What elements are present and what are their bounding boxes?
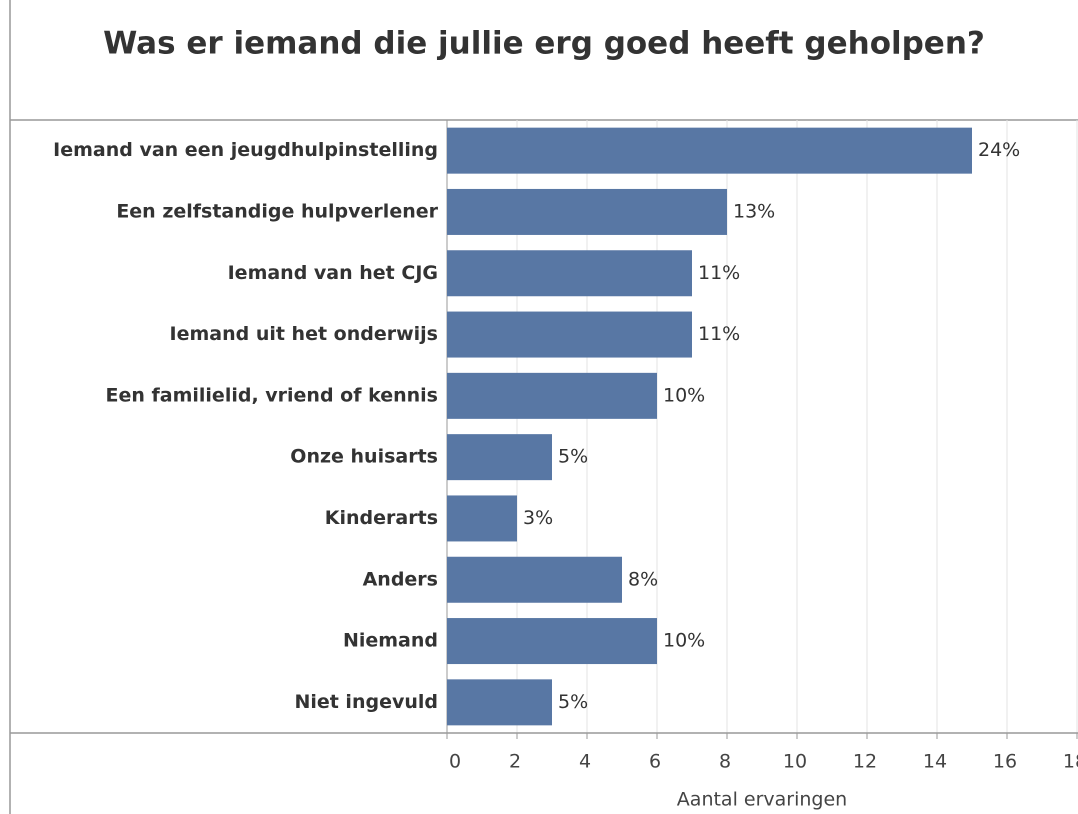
data-label: 11% — [698, 262, 740, 284]
bar — [447, 250, 692, 297]
y-tick-label: Kinderarts — [325, 507, 438, 529]
x-tick-label: 6 — [649, 751, 661, 773]
y-tick-label: Niemand — [343, 630, 438, 652]
x-axis-title: Aantal ervaringen — [677, 789, 847, 811]
bar — [447, 618, 657, 665]
bar — [447, 556, 622, 603]
bar — [447, 188, 727, 235]
y-tick-label: Een zelfstandige hulpverlener — [116, 200, 438, 222]
data-label: 5% — [558, 446, 588, 468]
bar — [447, 127, 972, 174]
data-label: 3% — [523, 507, 553, 529]
y-tick-label: Een familielid, vriend of kennis — [106, 384, 439, 406]
x-tick-label: 16 — [993, 751, 1017, 773]
bar — [447, 372, 657, 419]
x-tick-label: 14 — [923, 751, 947, 773]
x-tick-label: 12 — [853, 751, 877, 773]
x-tick-label: 10 — [783, 751, 807, 773]
y-tick-label: Onze huisarts — [290, 446, 438, 468]
y-tick-label: Anders — [363, 568, 438, 590]
data-label: 10% — [663, 630, 705, 652]
x-tick-label: 8 — [719, 751, 731, 773]
data-label: 13% — [733, 200, 775, 222]
data-label: 8% — [628, 568, 658, 590]
data-label: 10% — [663, 384, 705, 406]
data-label: 5% — [558, 691, 588, 713]
data-label: 11% — [698, 323, 740, 345]
bar — [447, 311, 692, 358]
y-tick-label: Iemand van een jeugdhulpinstelling — [53, 139, 438, 161]
x-tick-label: 4 — [579, 751, 591, 773]
x-tick-label: 18 — [1063, 751, 1078, 773]
x-tick-label: 0 — [449, 751, 461, 773]
y-tick-label: Iemand uit het onderwijs — [170, 323, 439, 345]
y-tick-label: Niet ingevuld — [294, 691, 438, 713]
x-tick-label: 2 — [509, 751, 521, 773]
data-label: 24% — [978, 139, 1020, 161]
chart-title: Was er iemand die jullie erg goed heeft … — [103, 26, 985, 62]
y-tick-label: Iemand van het CJG — [228, 262, 438, 284]
bar — [447, 434, 552, 481]
bar — [447, 679, 552, 726]
bar — [447, 495, 517, 542]
